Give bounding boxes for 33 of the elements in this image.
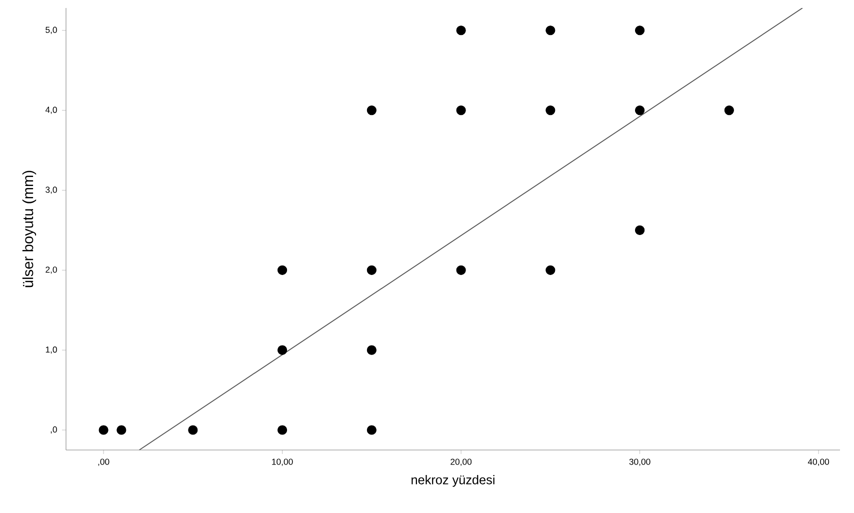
x-tick-label: ,00 [98, 458, 110, 466]
point [546, 265, 556, 275]
point [277, 265, 288, 275]
point [277, 425, 288, 435]
y-tick-label: 2,0 [46, 266, 57, 274]
x-tick-label: 30,00 [629, 458, 650, 466]
point [366, 425, 376, 435]
y-tick-label: 4,0 [45, 106, 57, 114]
point [98, 425, 108, 435]
point [546, 26, 556, 36]
y-tick-label: 3,0 [46, 186, 57, 194]
point [456, 105, 466, 116]
x-axis-title: nekroz yüzdesi [412, 475, 494, 487]
y-tick-label: 5,0 [46, 26, 57, 34]
point [366, 345, 376, 355]
y-tick-label: 1,0 [46, 346, 57, 354]
y-axis-title: ülser boyutu (mm) [22, 170, 36, 288]
point [277, 345, 288, 355]
x-tick-label: 10,00 [272, 458, 293, 466]
x-tick-label: 20,00 [450, 458, 472, 466]
point [635, 26, 645, 36]
x-tick-label: 40,00 [808, 458, 830, 466]
point [456, 265, 466, 275]
y-tick-label: ,0 [50, 426, 57, 434]
point [546, 105, 556, 116]
point [635, 225, 645, 235]
point [635, 105, 645, 116]
point [188, 425, 198, 435]
point [724, 105, 734, 116]
point [366, 105, 376, 116]
point [116, 425, 126, 435]
point [456, 26, 466, 36]
point [366, 265, 376, 275]
